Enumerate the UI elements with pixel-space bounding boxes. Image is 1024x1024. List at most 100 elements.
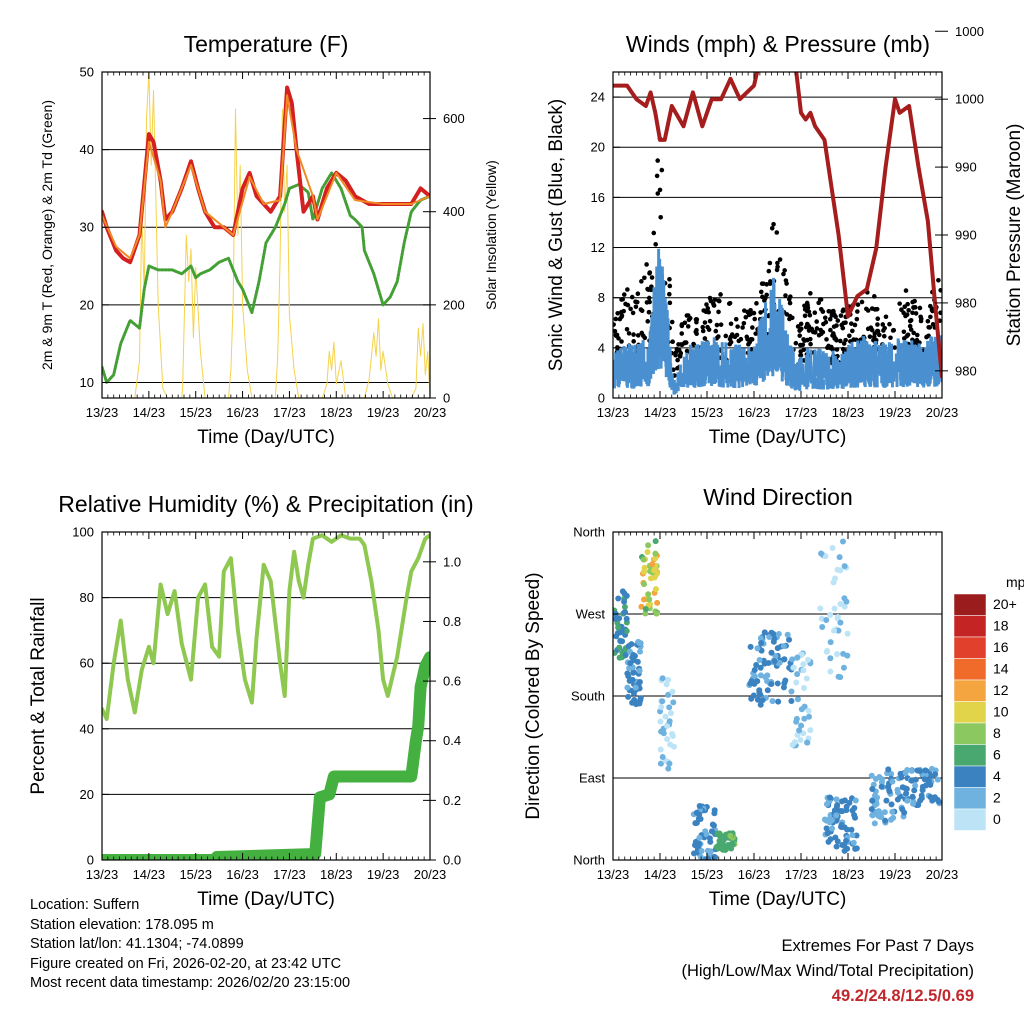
wind-point	[661, 293, 665, 351]
wind-point	[920, 359, 924, 381]
wind-point	[670, 379, 674, 390]
wind-point	[910, 340, 914, 373]
direction-point	[649, 561, 656, 568]
direction-point	[800, 667, 807, 674]
direction-point	[666, 718, 673, 725]
direction-point	[849, 832, 856, 839]
direction-point	[664, 736, 671, 743]
gust-point	[659, 167, 665, 173]
direction-point	[794, 731, 801, 738]
data-layer	[102, 533, 430, 860]
wind-point	[616, 350, 620, 377]
direction-point	[770, 630, 777, 637]
gust-point	[838, 338, 843, 344]
gust-point	[850, 328, 855, 334]
extremes-values: 49.2/24.8/12.5/0.69	[831, 987, 974, 1005]
direction-point	[869, 797, 876, 804]
wind-point	[620, 354, 624, 379]
series-line-relative-humidity	[102, 533, 430, 721]
legend-swatch	[953, 765, 987, 788]
direction-point	[761, 629, 768, 636]
direction-point	[844, 826, 851, 833]
direction-point	[827, 639, 834, 646]
direction-point	[886, 788, 893, 795]
direction-point	[868, 806, 875, 813]
direction-point	[794, 696, 801, 703]
direction-point	[793, 679, 800, 686]
legend-label: 18	[993, 618, 1009, 634]
wind-point	[737, 344, 741, 375]
direction-point	[908, 767, 915, 774]
gust-point	[904, 312, 910, 317]
x-tick-label: 14/23	[644, 867, 677, 882]
direction-point	[747, 643, 754, 650]
gust-point	[624, 327, 630, 332]
wind-point	[882, 361, 886, 382]
direction-point	[630, 690, 637, 697]
direction-point	[912, 782, 919, 789]
legend-swatch	[953, 701, 987, 724]
wind-point	[761, 318, 765, 363]
direction-point	[660, 730, 667, 737]
y-tick-label: East	[579, 771, 605, 786]
direction-point	[882, 817, 889, 824]
gust-point	[805, 322, 810, 327]
y-right-tick-label: 1000	[955, 92, 984, 107]
gust-point	[635, 333, 641, 338]
y-axis-title: Direction (Colored By Speed)	[523, 572, 544, 819]
y-tick-label: 24	[591, 90, 605, 105]
gust-point	[653, 242, 658, 247]
direction-point	[753, 661, 760, 668]
direction-point	[756, 687, 763, 694]
gust-point	[613, 322, 616, 327]
direction-point	[818, 550, 825, 557]
direction-point	[800, 661, 807, 668]
wind-point	[711, 350, 715, 377]
gust-point	[769, 225, 775, 231]
wind-point	[816, 351, 820, 377]
direction-point	[780, 643, 787, 650]
wind-point	[844, 351, 848, 378]
direction-point	[881, 809, 888, 816]
wind-point	[838, 361, 842, 382]
wind-point	[936, 367, 940, 385]
wind-point	[809, 349, 813, 377]
x-tick-label: 15/23	[691, 405, 724, 420]
direction-point	[771, 658, 778, 665]
direction-point	[829, 825, 836, 832]
direction-point	[653, 610, 660, 617]
direction-point	[757, 635, 764, 642]
y-tick-label: 80	[80, 590, 94, 605]
gust-point	[727, 341, 733, 347]
wind-point	[856, 374, 860, 388]
direction-point	[636, 700, 643, 707]
direction-point	[848, 826, 855, 833]
gust-point	[865, 308, 871, 313]
gust-point	[913, 311, 919, 316]
direction-point	[869, 812, 876, 819]
gust-point	[787, 313, 793, 319]
wind-point	[707, 365, 711, 384]
gust-point	[628, 306, 633, 312]
gust-point	[677, 353, 683, 358]
direction-point	[754, 696, 761, 703]
x-tick-label: 14/23	[644, 405, 677, 420]
gust-point	[675, 365, 680, 371]
wind-point	[686, 374, 690, 388]
direction-point	[615, 595, 622, 602]
gust-point	[843, 337, 848, 343]
wind-point	[793, 381, 797, 391]
wind-point	[658, 258, 662, 336]
gust-point	[741, 321, 747, 326]
direction-point	[642, 610, 649, 617]
direction-point	[626, 677, 633, 684]
direction-point	[637, 648, 644, 655]
direction-point	[823, 825, 830, 832]
y-axis-title: Percent & Total Rainfall	[28, 597, 49, 794]
gust-point	[797, 333, 803, 338]
gust-point	[854, 316, 860, 322]
wind-point	[910, 362, 914, 383]
wind-point	[806, 373, 810, 387]
wind-point	[788, 359, 792, 381]
direction-point	[793, 715, 800, 722]
